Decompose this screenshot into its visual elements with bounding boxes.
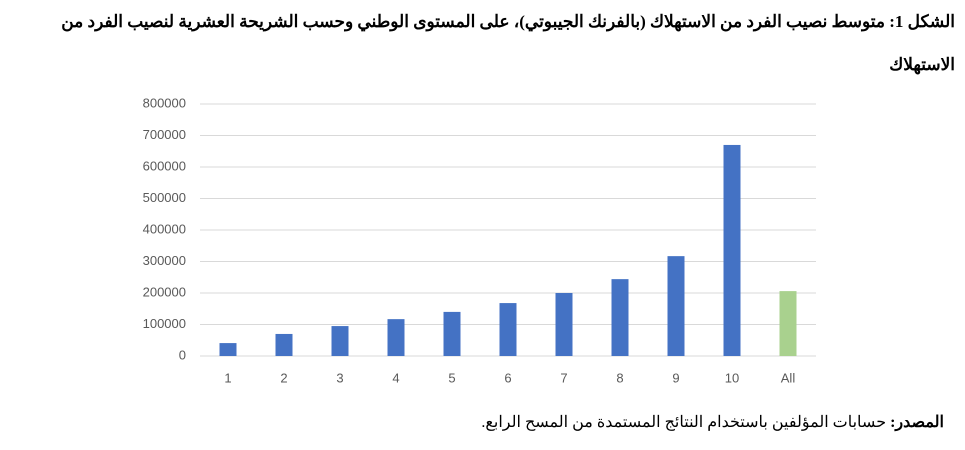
x-tick-label: 2 xyxy=(280,370,287,385)
y-tick-label: 400000 xyxy=(143,221,186,236)
x-tick-label: 10 xyxy=(725,370,739,385)
y-tick-label: 500000 xyxy=(143,190,186,205)
x-tick-label: 8 xyxy=(616,370,623,385)
x-tick-label: All xyxy=(781,370,796,385)
bar xyxy=(275,333,293,356)
x-tick-label: 1 xyxy=(224,370,231,385)
y-tick-label: 100000 xyxy=(143,316,186,331)
x-tick-label: 4 xyxy=(392,370,399,385)
x-tick-label: 3 xyxy=(336,370,343,385)
bar xyxy=(499,303,517,356)
bar xyxy=(667,256,685,356)
x-tick-label: 9 xyxy=(672,370,679,385)
y-tick-label: 700000 xyxy=(143,127,186,142)
x-tick-label: 7 xyxy=(560,370,567,385)
bar xyxy=(331,326,349,356)
bar xyxy=(611,279,629,356)
y-tick-label: 300000 xyxy=(143,253,186,268)
source-text: حسابات المؤلفين باستخدام النتائج المستمد… xyxy=(481,414,887,431)
bar xyxy=(443,311,461,356)
y-tick-label: 800000 xyxy=(143,95,186,110)
bar xyxy=(555,293,573,356)
x-tick-label: 5 xyxy=(448,370,455,385)
chart-title: الشكل 1: متوسط نصيب الفرد من الاستهلاك (… xyxy=(61,12,955,74)
source-label: المصدر: xyxy=(890,414,944,431)
bar xyxy=(387,319,405,356)
y-tick-label: 0 xyxy=(179,347,186,362)
bar xyxy=(219,343,237,356)
bar xyxy=(723,144,741,356)
bar xyxy=(779,291,797,356)
source-note: المصدر: حسابات المؤلفين باستخدام النتائج… xyxy=(12,412,944,432)
x-tick-label: 6 xyxy=(504,370,511,385)
chart: 0 100000 200000 300000 400000 500000 600000 700… xyxy=(143,95,816,385)
y-tick-label: 600000 xyxy=(143,158,186,173)
y-tick-label: 200000 xyxy=(143,284,186,299)
